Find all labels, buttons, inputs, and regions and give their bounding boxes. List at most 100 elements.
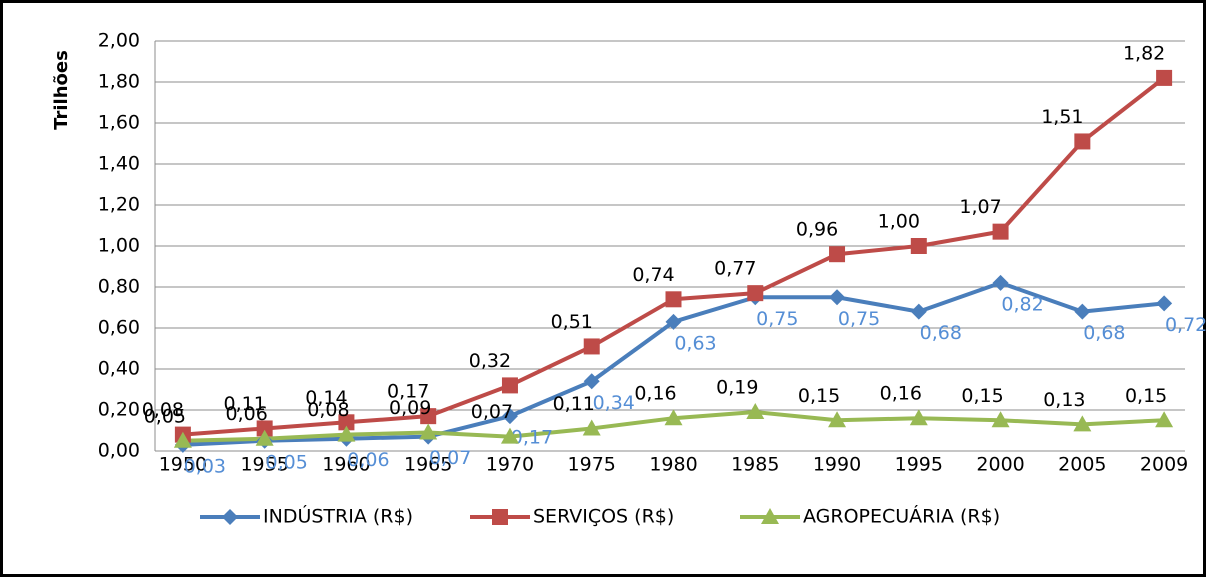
data-label: 1,07 <box>959 196 1001 218</box>
data-label: 1,51 <box>1041 106 1083 128</box>
x-tick-label: 2000 <box>976 454 1024 476</box>
marker <box>1156 69 1173 86</box>
marker <box>583 338 600 355</box>
data-label: 0,74 <box>632 264 674 286</box>
data-label: 1,82 <box>1123 42 1165 64</box>
data-label: 0,05 <box>265 451 307 473</box>
x-tick-label: 1970 <box>486 454 534 476</box>
data-label: 0,16 <box>880 383 922 405</box>
x-tick-label: 1975 <box>568 454 616 476</box>
marker <box>501 377 518 394</box>
marker <box>420 408 437 425</box>
marker <box>828 411 847 428</box>
data-label: 0,68 <box>920 322 962 344</box>
x-tick-label: 1985 <box>731 454 779 476</box>
data-label: 1,00 <box>878 211 920 233</box>
y-tick-label: 1,40 <box>98 153 140 175</box>
data-label: 0,11 <box>553 393 595 415</box>
data-label: 0,51 <box>551 311 593 333</box>
marker <box>582 419 601 436</box>
marker <box>1074 133 1091 150</box>
data-label: 0,82 <box>1001 293 1043 315</box>
legend-label: AGROPECUÁRIA (R$) <box>803 505 1000 528</box>
data-label: 0,05 <box>144 405 186 427</box>
y-tick-label: 1,20 <box>98 194 140 216</box>
data-label: 0,17 <box>511 427 553 449</box>
data-label: 0,15 <box>961 385 1003 407</box>
marker <box>1073 415 1092 432</box>
marker <box>992 223 1009 240</box>
data-label: 0,96 <box>796 219 838 241</box>
legend-marker <box>492 509 508 525</box>
y-tick-label: 1,00 <box>98 235 140 257</box>
marker <box>500 427 519 444</box>
marker <box>991 411 1010 428</box>
data-label: 0,32 <box>469 350 511 372</box>
data-label: 0,07 <box>429 447 471 469</box>
data-label: 0,75 <box>838 308 880 330</box>
x-tick-label: 2005 <box>1058 454 1106 476</box>
marker <box>910 303 927 320</box>
legend-marker <box>761 508 779 524</box>
marker <box>501 408 518 425</box>
data-label: 0,15 <box>1125 385 1167 407</box>
marker <box>173 431 192 448</box>
legend-marker <box>222 509 238 525</box>
data-label: 0,08 <box>307 399 349 421</box>
marker <box>256 420 273 437</box>
marker <box>665 291 682 308</box>
marker <box>338 414 355 431</box>
data-label: 0,75 <box>756 308 798 330</box>
x-tick-label: 1995 <box>895 454 943 476</box>
data-label: 0,17 <box>387 381 429 403</box>
data-label: 0,07 <box>471 401 513 423</box>
data-label: 0,77 <box>714 258 756 280</box>
marker <box>829 289 846 306</box>
x-tick-label: 2009 <box>1140 454 1188 476</box>
y-axis-title: Trilhões <box>51 50 72 130</box>
marker <box>1074 303 1091 320</box>
y-tick-label: 0,40 <box>98 358 140 380</box>
data-label: 0,06 <box>225 403 267 425</box>
marker <box>664 409 683 426</box>
y-tick-label: 0,80 <box>98 276 140 298</box>
data-label: 0,34 <box>593 392 635 414</box>
y-tick-label: 0,20 <box>98 399 140 421</box>
marker <box>337 425 356 442</box>
marker <box>747 285 764 302</box>
marker <box>583 373 600 390</box>
y-tick-label: 0,60 <box>98 317 140 339</box>
data-label: 0,15 <box>798 385 840 407</box>
data-label: 0,68 <box>1083 322 1125 344</box>
marker <box>829 246 846 263</box>
y-tick-label: 2,00 <box>98 30 140 52</box>
marker <box>746 403 765 420</box>
marker <box>1156 295 1173 312</box>
marker <box>665 313 682 330</box>
x-tick-label: 1980 <box>649 454 697 476</box>
legend-label: SERVIÇOS (R$) <box>533 506 674 528</box>
data-label: 0,11 <box>223 393 265 415</box>
marker <box>992 274 1009 291</box>
x-tick-label: 1990 <box>813 454 861 476</box>
data-label: 0,16 <box>634 383 676 405</box>
series-line <box>182 76 1166 437</box>
marker <box>909 409 928 426</box>
marker <box>419 423 438 440</box>
marker <box>1155 411 1174 428</box>
legend-label: INDÚSTRIA (R$) <box>263 504 413 528</box>
y-tick-label: 1,80 <box>98 71 140 93</box>
marker <box>255 429 274 446</box>
data-label: 0,06 <box>347 449 389 471</box>
data-label: 0,03 <box>184 455 226 477</box>
data-label: 0,13 <box>1043 389 1085 411</box>
data-label: 0,08 <box>142 399 184 421</box>
data-label: 0,19 <box>716 377 758 399</box>
x-tick-label: 1950 <box>159 454 207 476</box>
x-tick-label: 1965 <box>404 454 452 476</box>
y-tick-label: 1,60 <box>98 112 140 134</box>
data-label: 0,09 <box>389 397 431 419</box>
x-tick-label: 1955 <box>240 454 288 476</box>
data-label: 0,72 <box>1165 314 1206 336</box>
